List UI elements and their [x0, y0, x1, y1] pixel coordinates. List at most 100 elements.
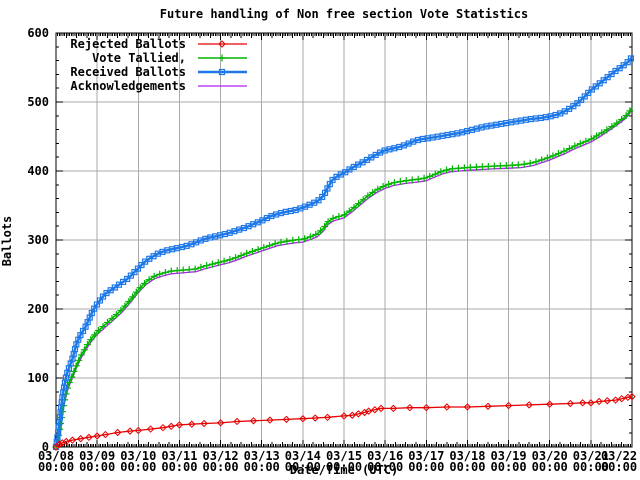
- diamond-marker: [62, 437, 70, 446]
- x-tick-time-label: 00:00: [38, 460, 74, 474]
- x-tick-date-label: 03/17: [408, 449, 444, 463]
- x-tick-time-label: 00:00: [203, 460, 239, 474]
- diamond-marker: [443, 403, 451, 411]
- diamond-marker: [134, 426, 142, 435]
- x-tick-time-label: 00:00: [491, 460, 527, 474]
- diamond-marker: [371, 406, 379, 414]
- square-marker: [96, 297, 103, 304]
- diamond-marker: [377, 404, 385, 413]
- diamond-marker: [463, 403, 472, 411]
- legend-item-vote-tallied: Vote Tallied,: [92, 51, 247, 65]
- x-tick-labels: 03/0800:0003/0900:0003/1000:0003/1100:00…: [38, 449, 637, 474]
- y-tick-label: 300: [27, 233, 49, 247]
- diamond-marker: [233, 417, 241, 426]
- legend-label-vote-tallied: Vote Tallied,: [92, 51, 186, 65]
- square-marker: [627, 55, 635, 62]
- diamond-marker: [546, 400, 554, 408]
- x-tick-date-label: 03/12: [203, 449, 239, 463]
- x-tick-date-label: 03/08: [38, 449, 74, 463]
- series-rejected-ballots-line: [55, 395, 633, 448]
- x-tick-date-label: 03/20: [532, 449, 568, 463]
- diamond-marker: [85, 433, 93, 442]
- diamond-marker: [167, 422, 175, 431]
- x-tick-time-label: 00:00: [449, 460, 485, 474]
- square-marker: [624, 59, 631, 66]
- square-marker: [99, 293, 107, 300]
- square-marker: [585, 89, 592, 97]
- series-received-ballots: [52, 55, 635, 451]
- y-tick-label: 0: [42, 440, 49, 454]
- diamond-marker: [595, 397, 603, 406]
- square-marker: [127, 272, 134, 279]
- diamond-marker: [587, 399, 595, 407]
- diamond-marker: [504, 401, 513, 410]
- diamond-marker: [175, 421, 184, 429]
- x-tick-time-label: 00:00: [120, 460, 156, 474]
- square-marker: [315, 197, 322, 204]
- diamond-marker: [299, 415, 307, 423]
- diamond-marker: [114, 428, 122, 437]
- square-marker: [134, 265, 142, 272]
- y-axis-label: Ballots: [0, 215, 14, 267]
- diamond-marker: [146, 425, 155, 433]
- square-marker: [581, 93, 588, 100]
- x-tick-date-label: 03/11: [161, 449, 197, 463]
- plot-border: [55, 32, 633, 448]
- x-tick-date-label: 03/22: [601, 449, 637, 463]
- square-marker: [124, 275, 131, 283]
- diamond-marker: [611, 396, 620, 404]
- y-tick-labels: 0 100 200 300 400 500 600: [27, 26, 49, 454]
- diamond-marker: [218, 40, 226, 48]
- series-rejected-ballots: [52, 392, 636, 451]
- diamond-marker: [55, 440, 63, 448]
- x-tick-date-label: 03/16: [367, 449, 403, 463]
- chart-title: Future handling of Non free section Vote…: [159, 7, 529, 21]
- square-marker: [574, 100, 581, 107]
- x-tick-date-label: 03/13: [244, 449, 280, 463]
- legend-label-received-ballots: Received Ballots: [70, 65, 186, 79]
- diamond-marker: [159, 423, 167, 432]
- diamond-marker: [525, 401, 533, 409]
- diamond-marker: [76, 435, 85, 443]
- diamond-marker: [68, 436, 77, 444]
- y-tick-label: 500: [27, 95, 49, 109]
- y-tick-label: 400: [27, 164, 49, 178]
- x-tick-time-label: 00:00: [601, 460, 637, 474]
- x-tick-time-label: 00:00: [161, 460, 197, 474]
- x-tick-time-label: 00:00: [532, 460, 568, 474]
- x-axis-label: Date/Time (UTC): [289, 463, 399, 477]
- x-tick-time-label: 00:00: [285, 460, 321, 474]
- x-tick-date-label: 03/19: [491, 449, 527, 463]
- diamond-marker: [578, 399, 587, 407]
- diamond-marker: [484, 402, 492, 410]
- legend-item-rejected-ballots: Rejected Ballots: [70, 37, 247, 51]
- square-marker: [218, 68, 226, 76]
- diamond-marker: [422, 403, 430, 412]
- diamond-marker: [406, 403, 414, 412]
- diamond-marker: [354, 410, 363, 418]
- x-tick-date-label: 03/15: [326, 449, 362, 463]
- y-tick-label: 600: [27, 26, 49, 40]
- diamond-marker: [340, 412, 348, 420]
- diamond-marker: [618, 394, 626, 403]
- square-marker: [138, 261, 145, 269]
- diamond-marker: [311, 414, 319, 422]
- diamond-marker: [628, 392, 636, 401]
- x-tick-time-label: 00:00: [408, 460, 444, 474]
- diamond-marker: [603, 397, 612, 405]
- x-tick-date-label: 03/14: [285, 449, 321, 463]
- x-tick-date-label: 03/21: [573, 449, 609, 463]
- x-tick-time-label: 00:00: [244, 460, 280, 474]
- diamond-marker: [216, 419, 225, 427]
- x-tick-date-label: 03/18: [449, 449, 485, 463]
- grid: [56, 33, 632, 447]
- legend-item-received-ballots: Received Ballots: [70, 65, 247, 79]
- diamond-marker: [93, 432, 101, 440]
- legend-label-rejected-ballots: Rejected Ballots: [70, 37, 186, 51]
- x-tick-time-label: 00:00: [79, 460, 115, 474]
- x-tick-date-label: 03/09: [79, 449, 115, 463]
- x-tick-date-label: 03/10: [120, 449, 156, 463]
- y-tick-label: 100: [27, 371, 49, 385]
